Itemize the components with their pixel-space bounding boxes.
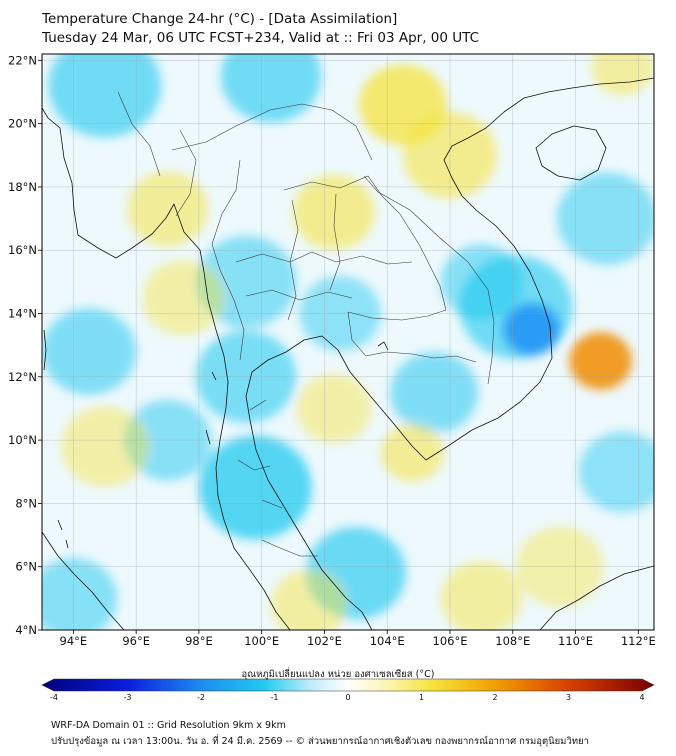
- colorbar-tick-label: 2: [492, 693, 497, 702]
- peninsula-east-coast: [245, 77, 654, 630]
- anomaly-blob: [380, 423, 444, 482]
- anomaly-blob: [198, 435, 312, 540]
- anomaly-blob: [578, 431, 654, 513]
- colorbar-tick-label: -2: [197, 693, 205, 702]
- anomaly-blob: [591, 54, 654, 96]
- lat-label: 8°N: [15, 496, 37, 510]
- lat-label: 12°N: [8, 370, 37, 384]
- national-borders: [117, 91, 495, 557]
- border-china: [171, 103, 373, 161]
- lon-label: 106°E: [433, 634, 468, 648]
- lat-label: 10°N: [8, 433, 37, 447]
- gulf-islands: [205, 341, 389, 445]
- colorbar-ticks: -4 -3 -2 -1 0 1 2 3 4: [50, 693, 645, 702]
- anomaly-blob: [556, 172, 654, 265]
- anomaly-blob: [126, 171, 209, 247]
- map-frame: [41, 53, 655, 631]
- colorbar-label: อุณหภูมิเปลี่ยนแปลง หน่วย องศาเซลเซียส (…: [241, 669, 435, 680]
- lat-label: 16°N: [8, 243, 37, 257]
- anomaly-blob: [48, 54, 162, 138]
- lon-label: 96°E: [122, 634, 150, 648]
- lat-label: 4°N: [15, 623, 37, 637]
- lat-label: 6°N: [15, 560, 37, 574]
- lon-label: 108°E: [495, 634, 530, 648]
- axis-ticks: 22°N 20°N 18°N 16°N 14°N 12°N 10°N 8°N 6°N 4°N 94°…: [8, 53, 656, 648]
- anomaly-blob: [60, 406, 149, 487]
- lat-label: 14°N: [8, 307, 37, 321]
- anomaly-blob: [42, 557, 118, 630]
- lat-label: 20°N: [8, 117, 37, 131]
- lon-label: 94°E: [60, 634, 88, 648]
- coastlines: [42, 77, 654, 630]
- lon-label: 104°E: [370, 634, 405, 648]
- internal-provinces-e: [237, 399, 283, 509]
- lon-label: 112°E: [621, 634, 656, 648]
- anomaly-blob: [293, 174, 375, 250]
- lat-label: 18°N: [8, 180, 37, 194]
- internal-provinces-b: [245, 289, 353, 301]
- lon-label: 102°E: [307, 634, 342, 648]
- lon-label: 98°E: [185, 634, 213, 648]
- border-myanmar-thailand: [211, 159, 245, 361]
- footer-model-info: WRF-DA Domain 01 :: Grid Resolution 9km …: [51, 720, 286, 731]
- mainland-coastline: [42, 107, 291, 630]
- temperature-field: [42, 54, 654, 630]
- colorbar-tick-label: 3: [566, 693, 571, 702]
- border-laos-vietnam: [363, 175, 495, 385]
- colorbar-tick-label: -1: [271, 693, 279, 702]
- anomaly-blob: [142, 260, 225, 336]
- borneo-coast: [539, 565, 654, 630]
- hainan-island: [535, 125, 607, 181]
- chart-title: Temperature Change 24-hr (°C) - [Data As…: [42, 11, 398, 27]
- anomaly-blob: [440, 560, 523, 630]
- colorbar-bar: [41, 678, 655, 692]
- colorbar-tick-label: 4: [639, 693, 644, 702]
- sumatra-coast: [42, 531, 125, 630]
- anomaly-blob: [42, 308, 137, 395]
- lon-label: 100°E: [244, 634, 279, 648]
- colorbar: -4 -3 -2 -1 0 1 2 3 4: [41, 678, 655, 702]
- andaman-islands: [43, 329, 69, 549]
- footer-credit: ปรับปรุงข้อมูล ณ เวลา 13:00น. วัน อ. ที่…: [51, 736, 589, 747]
- lon-label: 110°E: [558, 634, 593, 648]
- lat-label: 22°N: [8, 53, 37, 67]
- colorbar-tick-label: 1: [419, 693, 424, 702]
- colorbar-tick-label: -4: [50, 693, 58, 702]
- anomaly-blob: [296, 373, 372, 444]
- anomaly-blob: [271, 570, 347, 630]
- colorbar-tick-label: -3: [124, 693, 132, 702]
- graticule: [42, 54, 654, 630]
- border-thai-malaysia: [261, 539, 318, 557]
- internal-provinces-a: [235, 251, 413, 265]
- border-laos-thailand: [283, 175, 447, 321]
- anomaly-blob: [440, 244, 523, 320]
- chart-subtitle: Tuesday 24 Mar, 06 UTC FCST+234, Valid a…: [42, 30, 480, 46]
- anomaly-blob: [220, 54, 322, 123]
- internal-provinces-c: [287, 193, 341, 321]
- colorbar-tick-label: 0: [345, 693, 350, 702]
- internal-provinces-d: [117, 91, 197, 217]
- anomaly-blob: [390, 352, 479, 434]
- border-cambodia-thailand: [347, 311, 477, 363]
- anomaly-blob: [569, 332, 633, 390]
